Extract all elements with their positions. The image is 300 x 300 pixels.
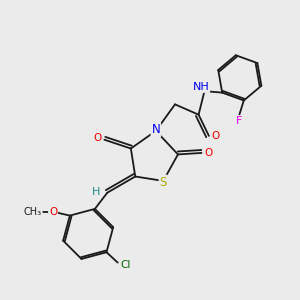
Text: O: O [94,133,102,143]
Text: F: F [236,116,243,126]
Text: S: S [160,176,167,189]
Text: O: O [204,148,212,158]
Text: O: O [211,131,220,142]
Text: NH: NH [193,82,209,92]
Text: O: O [49,207,57,217]
Text: Cl: Cl [121,260,131,270]
Text: H: H [92,187,100,197]
Text: N: N [152,123,160,136]
Text: CH₃: CH₃ [24,207,42,217]
